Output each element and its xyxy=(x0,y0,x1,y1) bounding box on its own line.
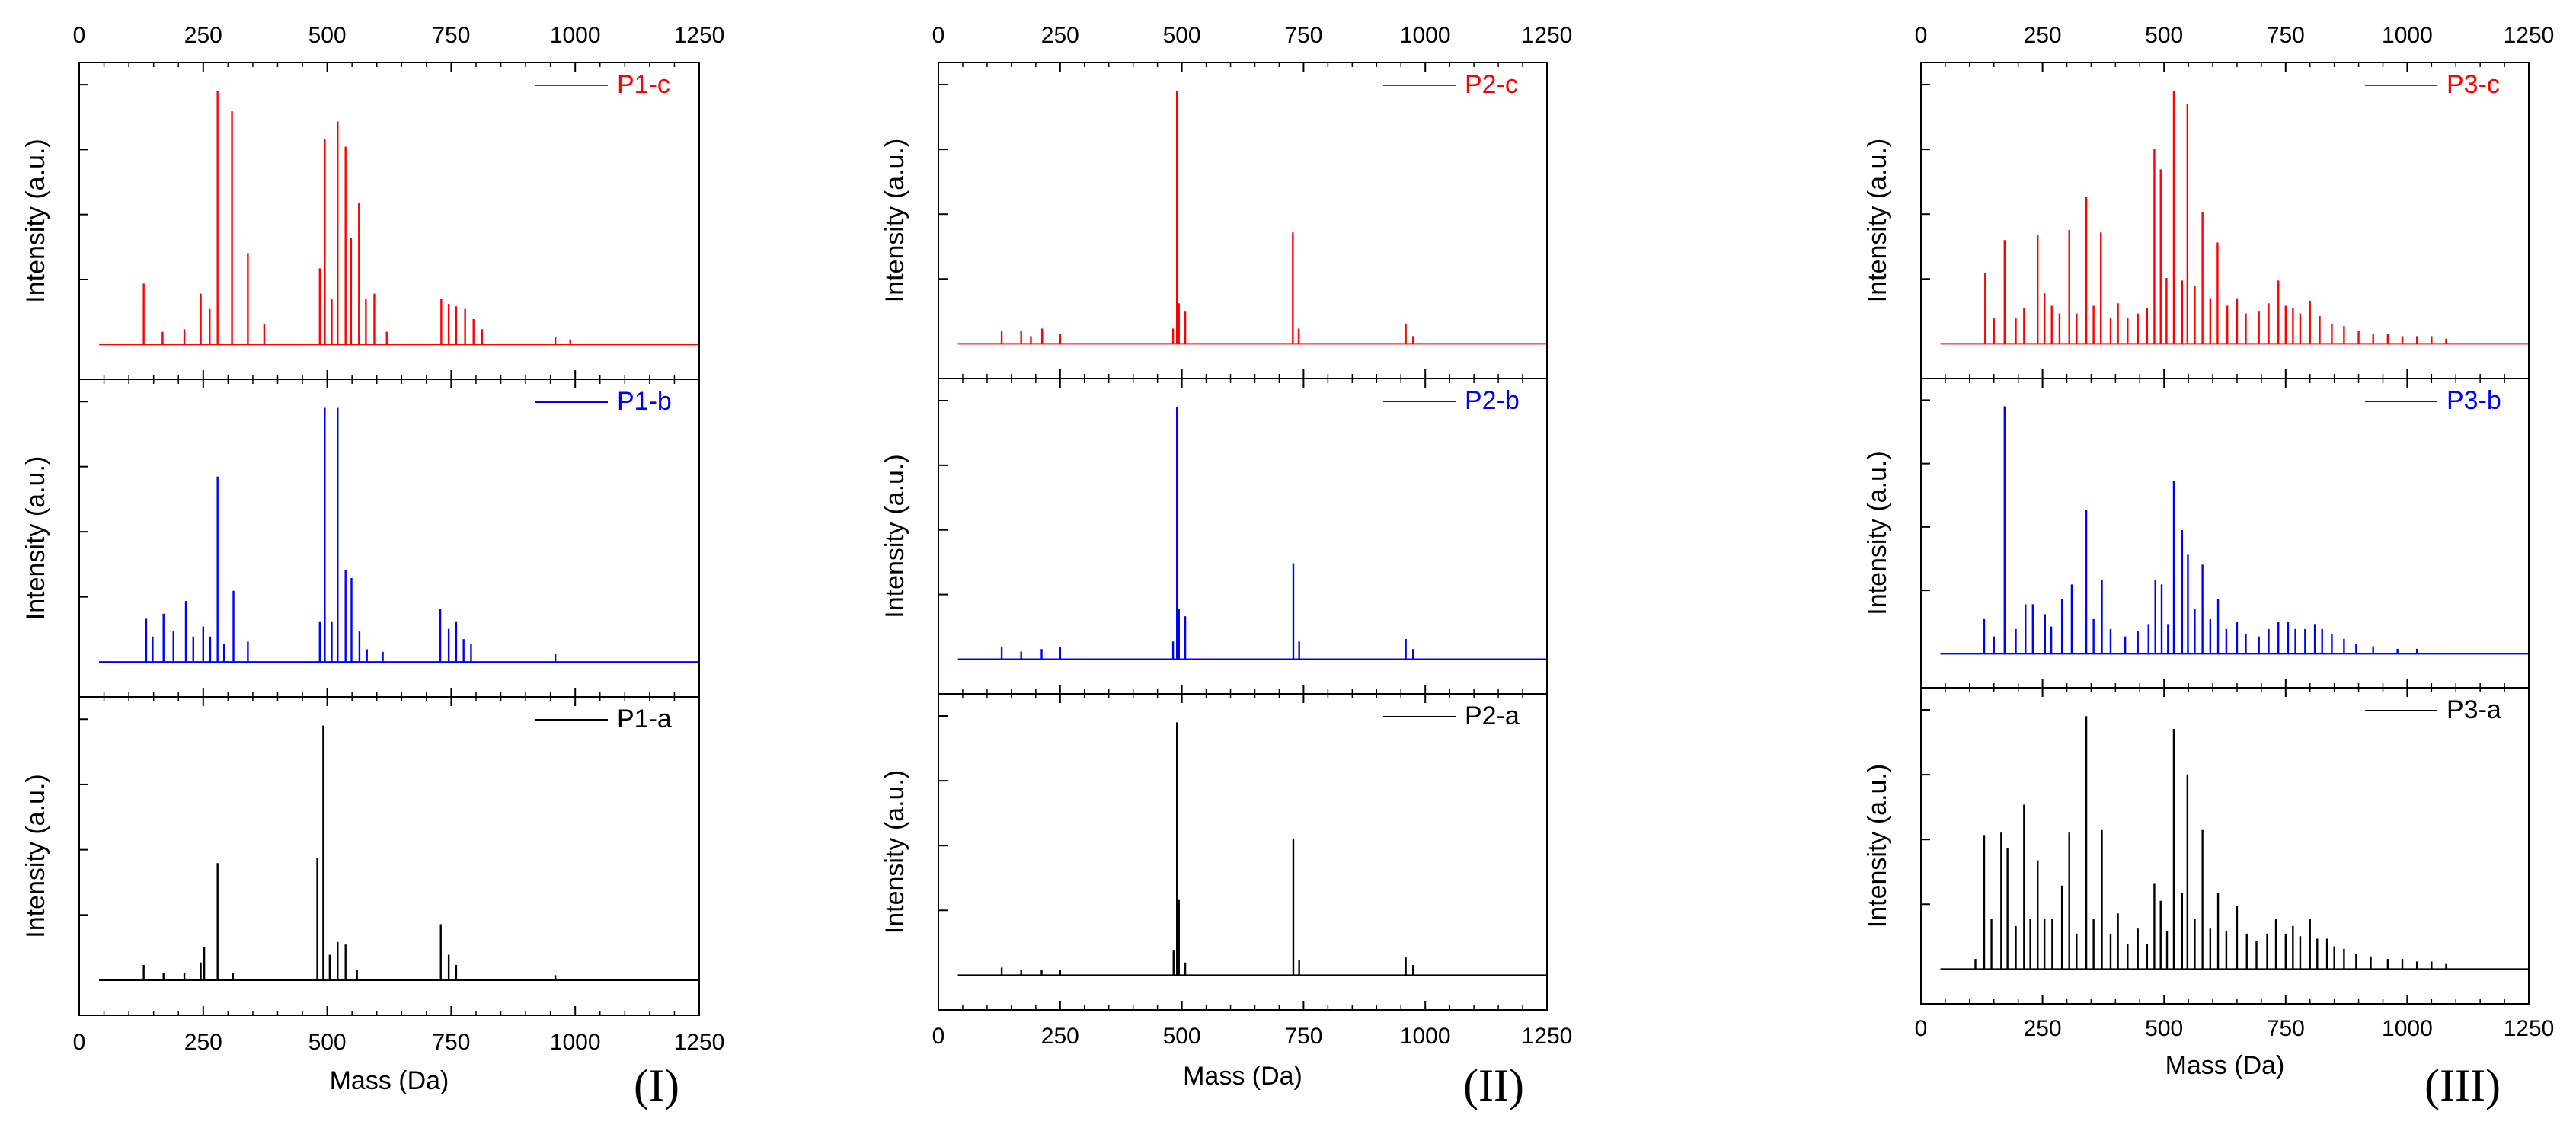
x-tick-label-top: 0 xyxy=(1915,23,1928,48)
y-axis-label: Intensity (a.u.) xyxy=(881,454,909,618)
x-tick-label-top: 1250 xyxy=(1522,23,1573,48)
x-tick-label-bottom: 0 xyxy=(932,1024,945,1049)
x-tick-label-bottom: 1000 xyxy=(550,1030,601,1055)
legend-label: P2-c xyxy=(1465,70,1518,99)
y-axis-label: Intensity (a.u.) xyxy=(1863,764,1892,928)
panel-p3-a: P3-a Intensity (a.u.) xyxy=(1863,687,2530,1005)
x-tick-label-top: 250 xyxy=(184,23,222,48)
x-tick-label-top: 750 xyxy=(1284,23,1322,48)
legend-label: P1-a xyxy=(617,705,672,733)
x-tick-label-top: 1250 xyxy=(674,23,725,48)
x-tick-label-bottom: 1250 xyxy=(674,1030,725,1055)
x-axis-label: Mass (Da) xyxy=(330,1066,449,1095)
panel-p3-c: P3-c Intensity (a.u.) xyxy=(1863,62,2530,379)
x-tick-label-bottom: 750 xyxy=(2267,1016,2305,1041)
panel-p3-b: P3-b Intensity (a.u.) xyxy=(1863,378,2530,689)
x-tick-label-bottom: 500 xyxy=(1163,1024,1201,1049)
panel-p1-a: P1-a Intensity (a.u.) xyxy=(21,696,700,1016)
panel-frame xyxy=(938,62,1548,379)
x-tick-label-bottom: 1000 xyxy=(1400,1024,1451,1049)
x-tick-label-bottom: 250 xyxy=(2024,1016,2062,1041)
x-tick-label-bottom: 250 xyxy=(184,1030,222,1055)
chart-group-2: P2-c Intensity (a.u.) P2-b Intensity (a.u.)… xyxy=(881,23,1572,1110)
y-axis-label: Intensity (a.u.) xyxy=(1863,139,1892,302)
panel-group-label: (II) xyxy=(1463,1060,1524,1110)
panel-group-label: (I) xyxy=(634,1060,679,1110)
panel-frame xyxy=(1920,687,2530,1005)
x-tick-label-top: 250 xyxy=(2024,23,2062,48)
panel-frame xyxy=(938,378,1548,695)
x-axis-label: Mass (Da) xyxy=(1183,1062,1302,1091)
legend-label: P3-a xyxy=(2447,695,2501,724)
x-tick-label-top: 500 xyxy=(2145,23,2183,48)
x-tick-label-bottom: 500 xyxy=(308,1030,347,1055)
legend-label: P1-b xyxy=(617,387,672,416)
y-axis-label: Intensity (a.u.) xyxy=(881,139,909,302)
x-tick-label-top: 1000 xyxy=(1400,23,1451,48)
legend-label: P3-b xyxy=(2447,386,2501,415)
y-axis-label: Intensity (a.u.) xyxy=(21,774,50,938)
x-tick-label-bottom: 1000 xyxy=(2382,1016,2433,1041)
x-tick-label-top: 250 xyxy=(1041,23,1079,48)
legend-label: P3-c xyxy=(2447,70,2500,99)
x-tick-label-top: 750 xyxy=(2267,23,2305,48)
panel-frame xyxy=(1920,62,2530,379)
panel-frame xyxy=(1920,378,2530,689)
x-tick-label-top: 750 xyxy=(432,23,470,48)
x-tick-label-bottom: 750 xyxy=(1284,1024,1322,1049)
chart-group-1: P1-c Intensity (a.u.) P1-b Intensity (a.u.)… xyxy=(21,23,724,1110)
x-tick-label-bottom: 250 xyxy=(1041,1024,1079,1049)
x-tick-label-top: 500 xyxy=(1163,23,1201,48)
panel-frame xyxy=(938,693,1548,1011)
x-tick-label-top: 0 xyxy=(932,23,945,48)
x-axis-label: Mass (Da) xyxy=(2165,1051,2285,1080)
chart-group-3: P3-c Intensity (a.u.) P3-b Intensity (a.u.)… xyxy=(1863,23,2554,1110)
panel-frame xyxy=(78,696,700,1016)
panel-p1-c: P1-c Intensity (a.u.) xyxy=(21,62,700,380)
x-tick-label-bottom: 1250 xyxy=(1522,1024,1573,1049)
x-tick-label-top: 500 xyxy=(308,23,347,48)
panel-group-label: (III) xyxy=(2424,1060,2501,1110)
panel-p2-c: P2-c Intensity (a.u.) xyxy=(881,62,1548,379)
x-tick-label-top: 0 xyxy=(73,23,86,48)
panel-p2-a: P2-a Intensity (a.u.) xyxy=(881,693,1548,1011)
y-axis-label: Intensity (a.u.) xyxy=(21,456,50,620)
x-tick-label-top: 1000 xyxy=(2382,23,2433,48)
x-tick-label-top: 1000 xyxy=(550,23,601,48)
x-tick-label-bottom: 1250 xyxy=(2504,1016,2555,1041)
x-tick-label-bottom: 500 xyxy=(2145,1016,2183,1041)
x-tick-label-top: 1250 xyxy=(2504,23,2555,48)
y-axis-label: Intensity (a.u.) xyxy=(881,770,909,934)
panel-p2-b: P2-b Intensity (a.u.) xyxy=(881,378,1548,695)
y-axis-label: Intensity (a.u.) xyxy=(21,139,50,302)
legend-label: P2-a xyxy=(1465,701,1520,730)
legend-label: P2-b xyxy=(1465,386,1520,415)
legend-label: P1-c xyxy=(617,70,670,99)
panel-frame xyxy=(78,379,700,698)
x-tick-label-bottom: 750 xyxy=(432,1030,470,1055)
x-tick-label-bottom: 0 xyxy=(73,1030,86,1055)
y-axis-label: Intensity (a.u.) xyxy=(1863,451,1892,615)
panel-p1-b: P1-b Intensity (a.u.) xyxy=(21,379,700,698)
x-tick-label-bottom: 0 xyxy=(1915,1016,1928,1041)
panel-frame xyxy=(78,62,700,380)
